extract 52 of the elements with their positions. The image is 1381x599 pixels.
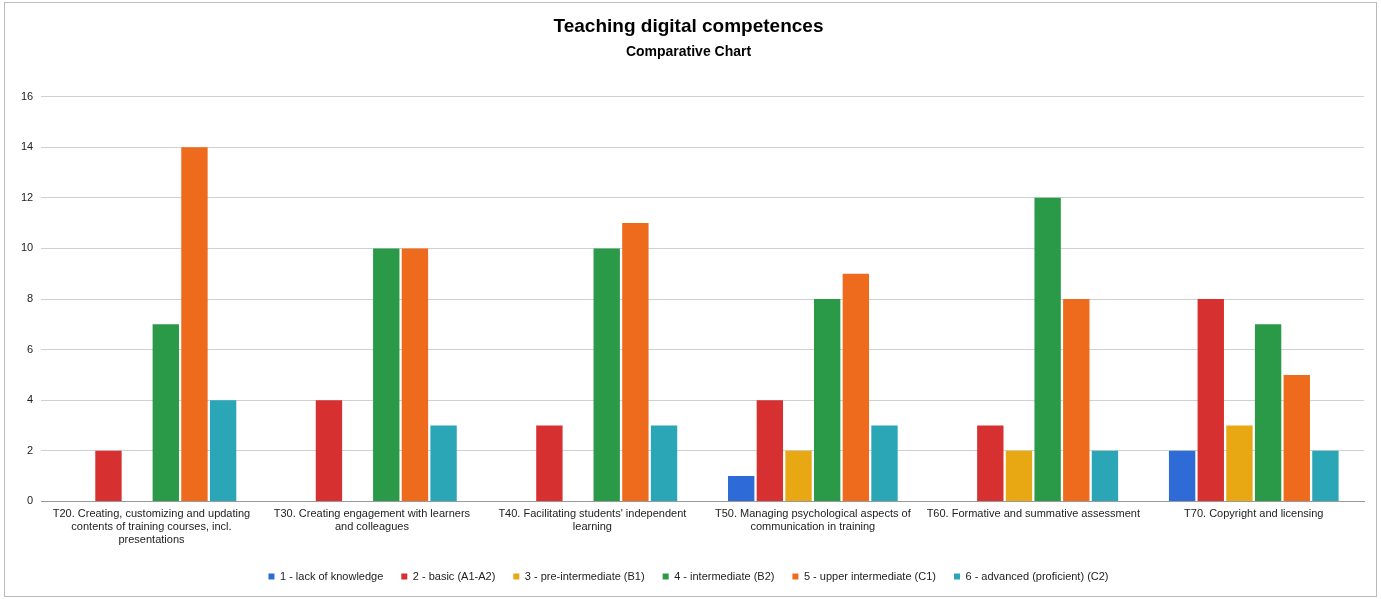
y-tick-label: 8 (27, 292, 34, 305)
bar (1168, 450, 1196, 501)
bar (1091, 450, 1119, 501)
bar (650, 425, 678, 501)
y-tick-label: 6 (27, 342, 34, 355)
bar (1254, 324, 1282, 501)
bar (536, 425, 563, 501)
bar (1283, 374, 1310, 501)
y-tick-label: 0 (27, 494, 34, 507)
bar (1312, 450, 1339, 501)
chart-title: Teaching digital competences (553, 14, 824, 36)
x-tick-label: T30. Creating engagement with learners and colleagues (273, 507, 471, 533)
x-tick-label: T60. Formative and summative assessment (926, 507, 1140, 520)
bar (785, 450, 812, 501)
bar (756, 400, 784, 501)
bar (1226, 425, 1253, 501)
bar (152, 324, 179, 501)
bar (430, 425, 457, 501)
bar (842, 273, 870, 501)
x-tick-label: T50. Managing psychological aspects of communication in training (715, 507, 912, 533)
bar (373, 248, 400, 501)
legend-label: 1 - lack of knowledge (279, 569, 384, 582)
bar (593, 248, 620, 501)
bar (401, 248, 429, 501)
y-tick-label: 10 (20, 241, 34, 254)
x-tick-label: T70. Copyright and licensing (1184, 507, 1324, 520)
bar (181, 147, 208, 501)
bar (871, 425, 898, 501)
legend-label: 4 - intermediate (B2) (674, 569, 775, 582)
bar (315, 400, 343, 501)
x-tick-label: T20. Creating, customizing and updating contents of training courses, incl. presentations (52, 507, 251, 546)
legend-label: 6 - advanced (proficient) (C2) (965, 569, 1109, 582)
bar (1197, 299, 1224, 501)
bar (95, 450, 122, 501)
bar (209, 400, 237, 501)
bar (977, 425, 1004, 501)
y-tick-label: 16 (20, 89, 34, 102)
bar (622, 223, 649, 501)
y-tick-label: 14 (20, 140, 34, 153)
bar (728, 476, 755, 501)
chart-subtitle: Comparative Chart (625, 43, 752, 60)
legend-label: 3 - pre-intermediate (B1) (524, 569, 645, 582)
bar (813, 299, 841, 501)
y-tick-label: 2 (27, 443, 34, 456)
legend-label: 5 - upper intermediate (C1) (803, 569, 936, 582)
bar (1005, 450, 1033, 501)
y-tick-label: 4 (27, 393, 34, 406)
bar (1034, 197, 1061, 501)
y-tick-label: 12 (20, 190, 34, 203)
bar (1063, 299, 1090, 501)
x-tick-label: T40. Facilitating students' independent learning (498, 507, 687, 533)
legend-label: 2 - basic (A1-A2) (412, 569, 496, 582)
